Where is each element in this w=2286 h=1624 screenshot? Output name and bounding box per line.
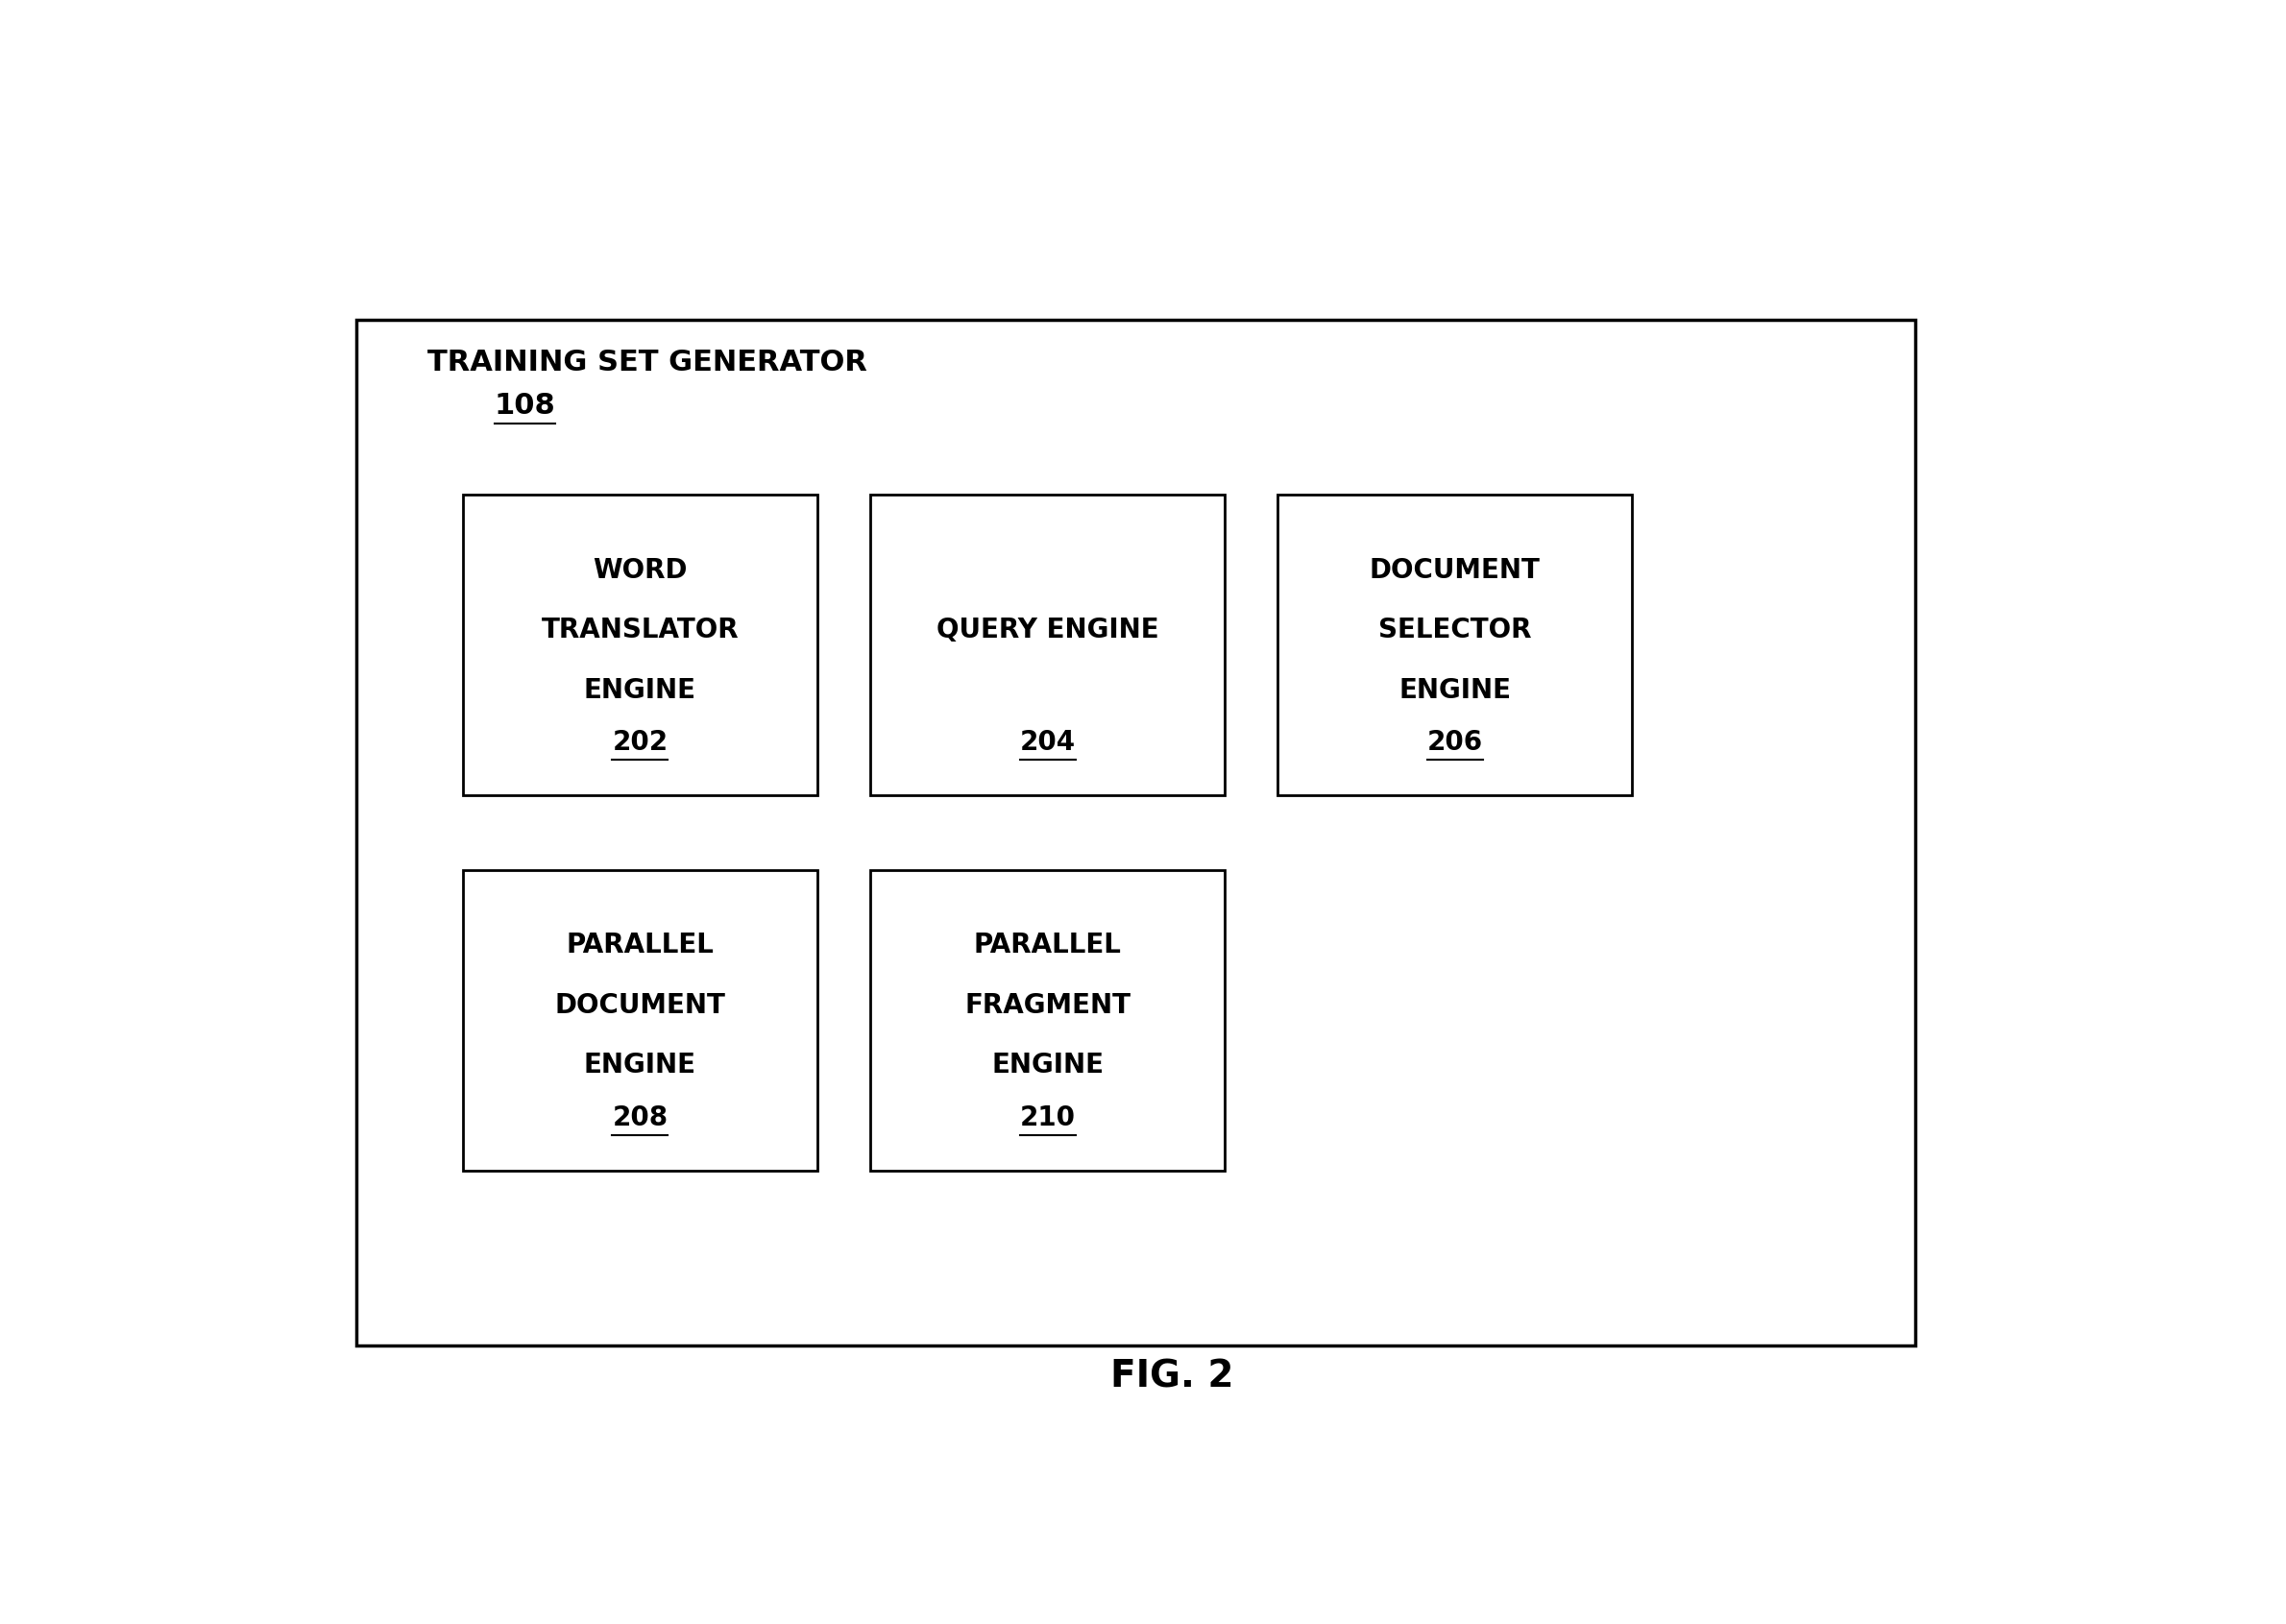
FancyBboxPatch shape (357, 320, 1916, 1345)
FancyBboxPatch shape (1278, 495, 1632, 796)
FancyBboxPatch shape (464, 870, 818, 1171)
Text: QUERY ENGINE: QUERY ENGINE (937, 617, 1159, 643)
FancyBboxPatch shape (871, 495, 1225, 796)
FancyBboxPatch shape (464, 495, 818, 796)
Text: 204: 204 (1020, 729, 1074, 757)
Text: DOCUMENT: DOCUMENT (555, 992, 725, 1018)
Text: PARALLEL: PARALLEL (567, 932, 713, 958)
Text: TRANSLATOR: TRANSLATOR (542, 617, 738, 643)
Text: ENGINE: ENGINE (583, 1052, 697, 1078)
Text: 208: 208 (613, 1104, 668, 1132)
Text: SELECTOR: SELECTOR (1378, 617, 1532, 643)
Text: ENGINE: ENGINE (992, 1052, 1104, 1078)
Text: 108: 108 (494, 391, 555, 421)
Text: ENGINE: ENGINE (1399, 677, 1511, 703)
Text: PARALLEL: PARALLEL (974, 932, 1122, 958)
Text: ENGINE: ENGINE (583, 677, 697, 703)
Text: WORD: WORD (592, 557, 688, 583)
FancyBboxPatch shape (871, 870, 1225, 1171)
Text: FRAGMENT: FRAGMENT (965, 992, 1132, 1018)
Text: 210: 210 (1020, 1104, 1074, 1132)
Text: TRAINING SET GENERATOR: TRAINING SET GENERATOR (427, 349, 866, 377)
Text: 202: 202 (613, 729, 668, 757)
Text: FIG. 2: FIG. 2 (1111, 1359, 1232, 1395)
Text: DOCUMENT: DOCUMENT (1369, 557, 1541, 583)
Text: 206: 206 (1426, 729, 1484, 757)
